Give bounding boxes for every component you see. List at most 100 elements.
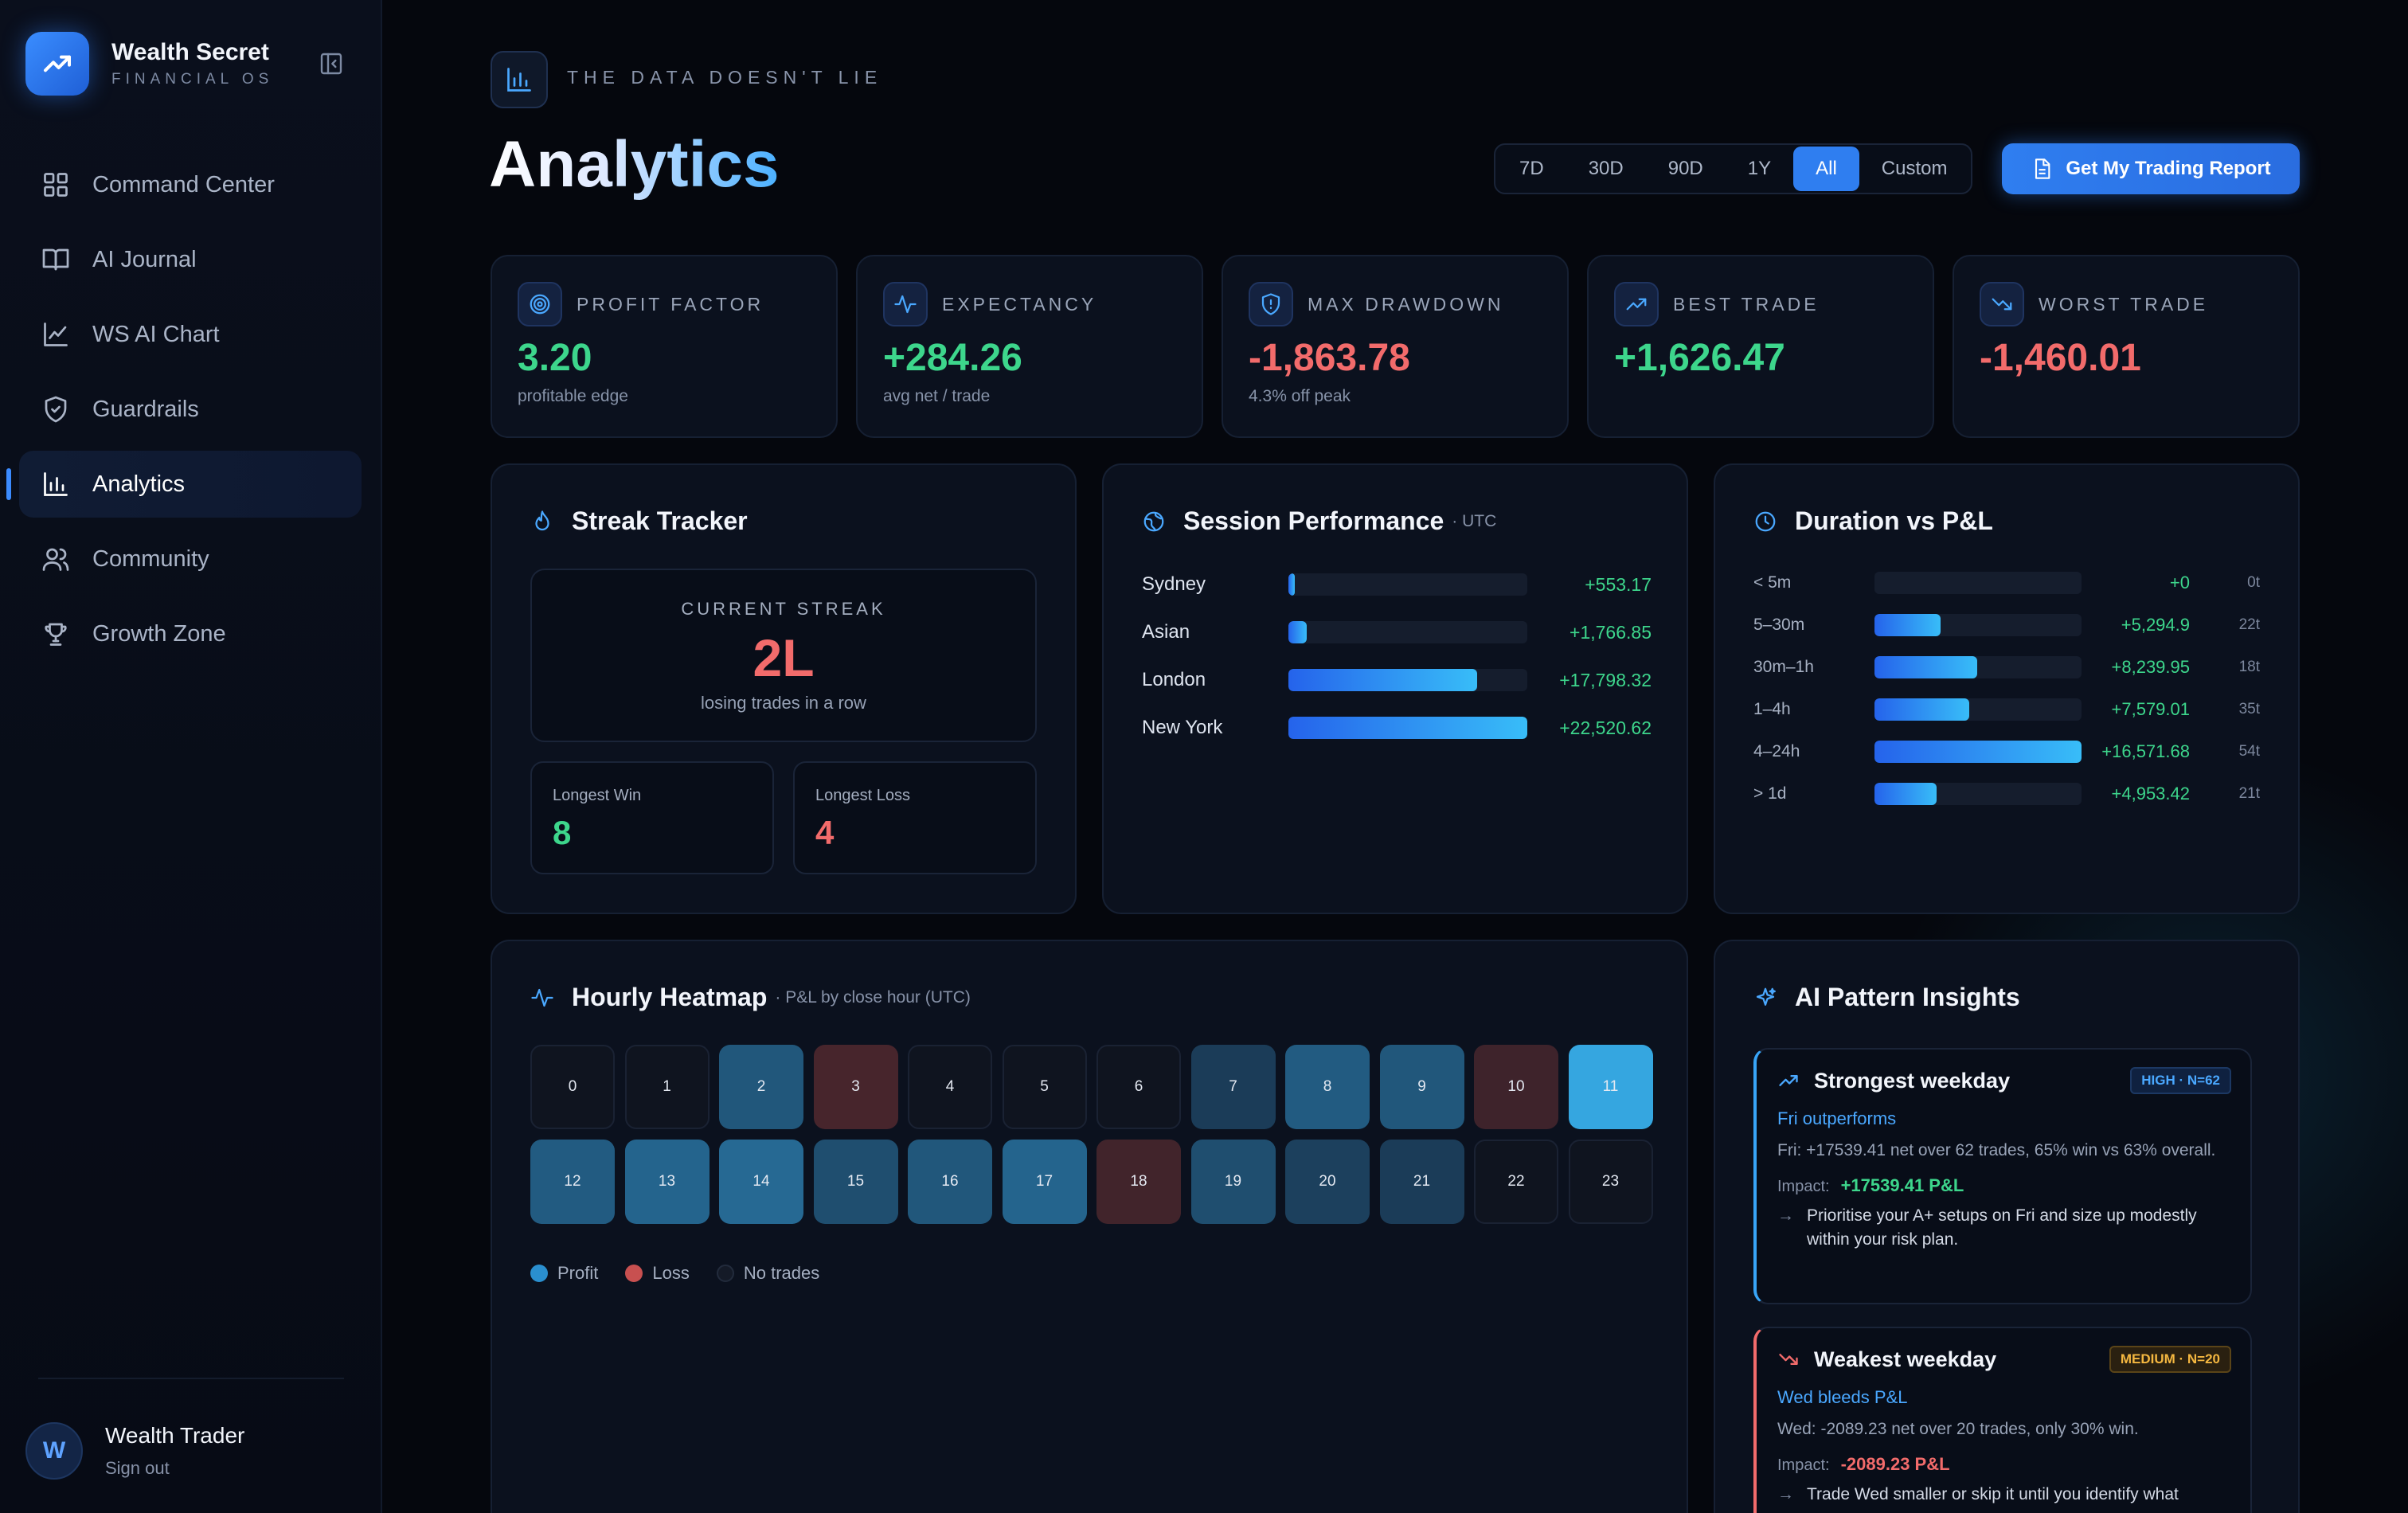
heatmap-cell-hour-18[interactable]: 18 [1096,1139,1181,1224]
heatmap-cell-hour-1[interactable]: 1 [624,1045,710,1129]
sidebar-item-guardrails[interactable]: Guardrails [19,376,362,443]
stat-subtext: avg net / trade [883,387,991,405]
user-profile: W Wealth Trader Sign out [25,1422,244,1480]
pulse-icon [531,988,553,1007]
heatmap-cell-hour-3[interactable]: 3 [813,1045,898,1129]
sidebar-item-label: AI Journal [92,246,197,272]
insight-card-strongest-weekday[interactable]: Strongest weekday HIGH · N=62 Fri outper… [1753,1048,2252,1304]
panel-subtitle: · P&L by close hour (UTC) [775,987,971,1007]
panel-title: Streak Tracker [572,506,748,535]
sidebar-item-label: WS AI Chart [92,321,220,347]
insight-impact: Impact: -2089.23 P&L [1777,1454,2231,1475]
heatmap-cell-hour-20[interactable]: 20 [1285,1139,1370,1224]
flame-icon [535,510,549,530]
sidebar-item-label: Growth Zone [92,620,226,647]
heatmap-cell-hour-8[interactable]: 8 [1285,1045,1370,1129]
heatmap-cell-hour-23[interactable]: 23 [1568,1139,1653,1224]
heatmap-cell-hour-17[interactable]: 17 [1002,1139,1087,1224]
sidebar-item-growth-zone[interactable]: Growth Zone [19,600,362,667]
sidebar-item-community[interactable]: Community [19,526,362,592]
range-1y-button[interactable]: 1Y [1747,158,1772,179]
range-30d-button[interactable]: 30D [1588,158,1624,179]
heatmap-cell-hour-12[interactable]: 12 [530,1139,615,1224]
impact-label: Impact: [1777,1178,1830,1195]
sidebar-nav: Command Center AI Journal WS AI Chart Gu… [6,151,362,675]
heatmap-cell-hour-21[interactable]: 21 [1379,1139,1464,1224]
globe-icon [1143,511,1164,531]
sidebar-item-ai-journal[interactable]: AI Journal [19,226,362,293]
arrow-right-icon: → [1777,1485,1794,1503]
stat-value: +1,626.47 [1614,337,1785,379]
heatmap-cell-hour-5[interactable]: 5 [1002,1045,1087,1129]
current-streak-label: CURRENT STREAK [681,599,886,619]
duration-bar-track [1874,614,2082,636]
legend-label: Profit [557,1263,599,1283]
heatmap-cell-hour-15[interactable]: 15 [813,1139,898,1224]
trend-up-icon [1779,1075,1798,1086]
range-7d-button[interactable]: 7D [1519,158,1544,179]
duration-trade-count: 18t [2238,659,2260,675]
session-label: New York [1142,717,1223,738]
duration-bar-track [1874,572,2082,594]
current-streak-value: 2L [752,628,815,687]
document-icon [2035,158,2050,179]
duration-value: +0 [2169,573,2190,592]
heatmap-cell-hour-10[interactable]: 10 [1474,1045,1558,1129]
sidebar-item-analytics[interactable]: Analytics [6,451,362,518]
heatmap-cell-hour-19[interactable]: 19 [1190,1139,1276,1224]
duration-bar-track [1874,656,2082,678]
panel-subtitle: · UTC [1452,511,1497,530]
insight-action: → Trade Wed smaller or skip it until you… [1777,1483,2231,1507]
heatmap-cell-hour-4[interactable]: 4 [908,1045,992,1129]
insight-card-weakest-weekday[interactable]: Weakest weekday MEDIUM · N=20 Wed bleeds… [1753,1327,2252,1513]
sidebar-item-label: Analytics [92,471,186,497]
heatmap-cell-hour-0[interactable]: 0 [530,1045,615,1129]
heatmap-cell-hour-7[interactable]: 7 [1190,1045,1276,1129]
confidence-badge: HIGH · N=62 [2130,1067,2231,1094]
range-90d-button[interactable]: 90D [1667,158,1703,179]
heatmap-cell-hour-13[interactable]: 13 [624,1139,710,1224]
heatmap-cell-hour-14[interactable]: 14 [719,1139,803,1224]
duration-trade-count: 21t [2238,785,2260,802]
panel-title: Hourly Heatmap [572,983,768,1011]
duration-trade-count: 54t [2238,743,2260,760]
duration-value: +5,294.9 [2121,615,2190,635]
heatmap-cell-hour-9[interactable]: 9 [1379,1045,1464,1129]
session-value: +1,766.85 [1570,621,1652,643]
stat-value: -1,863.78 [1249,337,1410,379]
duration-trade-count: 35t [2238,701,2260,717]
impact-label: Impact: [1777,1456,1830,1474]
legend-swatch [716,1265,734,1282]
sidebar-collapse-icon[interactable] [319,51,344,76]
duration-label: 4–24h [1753,742,1800,760]
heatmap-cell-hour-2[interactable]: 2 [719,1045,803,1129]
trading-report-button[interactable]: Get My Trading Report [2002,143,2300,194]
session-performance-panel: Session Performance · UTC Sydney +553.17 A… [1102,463,1688,914]
avatar[interactable]: W [25,1422,83,1480]
heatmap-cell-hour-6[interactable]: 6 [1096,1045,1181,1129]
clock-icon [1755,511,1776,531]
pulse-icon [883,282,928,326]
user-name: Wealth Trader [105,1423,245,1448]
report-button-label: Get My Trading Report [2066,158,2271,179]
range-all-button[interactable]: All [1793,147,1859,191]
sign-out-link[interactable]: Sign out [105,1458,170,1478]
range-custom-button[interactable]: Custom [1881,158,1948,179]
brand[interactable]: Wealth Secret FINANCIAL OS [25,32,273,96]
brand-name: Wealth Secret [111,39,269,65]
sidebar-item-ws-ai-chart[interactable]: WS AI Chart [19,301,362,368]
longest-loss-label: Longest Loss [815,787,910,804]
session-bar-track [1288,669,1527,691]
session-row: London +17,798.32 [1142,664,1652,696]
longest-loss-value: 4 [815,814,835,851]
stat-card-best-trade: BEST TRADE +1,626.47 [1587,255,1934,438]
grid-icon [44,173,68,197]
shield-icon [1249,282,1293,326]
sidebar-item-command-center[interactable]: Command Center [19,151,362,218]
shield-icon [45,396,67,423]
duration-bar-fill [1874,614,1941,636]
trend-down-icon [1980,282,2024,326]
heatmap-cell-hour-16[interactable]: 16 [908,1139,992,1224]
heatmap-cell-hour-11[interactable]: 11 [1568,1045,1653,1129]
heatmap-cell-hour-22[interactable]: 22 [1474,1139,1558,1224]
